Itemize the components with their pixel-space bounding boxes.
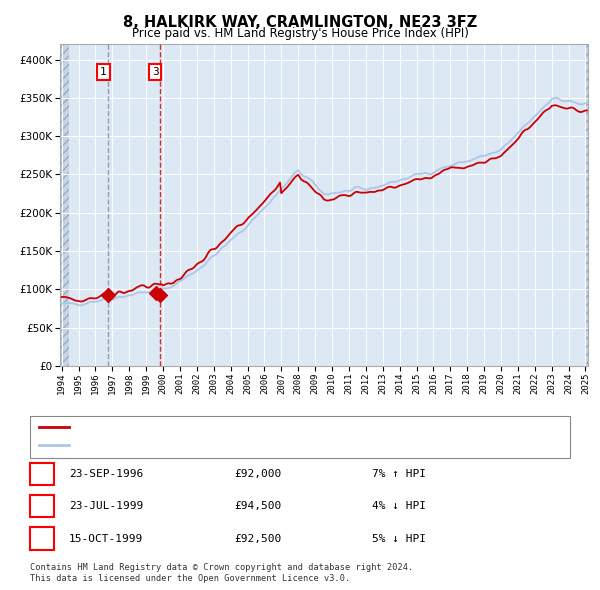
Text: 1: 1: [38, 469, 46, 478]
Text: HPI: Average price, detached house, Northumberland: HPI: Average price, detached house, Nort…: [75, 441, 388, 450]
Text: 23-JUL-1999: 23-JUL-1999: [69, 502, 143, 511]
Text: 3: 3: [152, 67, 158, 77]
Point: [155, 290, 164, 300]
Text: 5% ↓ HPI: 5% ↓ HPI: [372, 534, 426, 543]
Point: [103, 291, 112, 300]
Text: Contains HM Land Registry data © Crown copyright and database right 2024.: Contains HM Land Registry data © Crown c…: [30, 563, 413, 572]
Text: 2: 2: [38, 502, 46, 511]
Text: 15-OCT-1999: 15-OCT-1999: [69, 534, 143, 543]
Text: 1: 1: [100, 67, 107, 77]
Text: £94,500: £94,500: [234, 502, 281, 511]
Bar: [586, 44, 589, 366]
Text: 7% ↑ HPI: 7% ↑ HPI: [372, 469, 426, 478]
Point: [151, 289, 160, 298]
Text: 4% ↓ HPI: 4% ↓ HPI: [372, 502, 426, 511]
Text: 23-SEP-1996: 23-SEP-1996: [69, 469, 143, 478]
Text: 8, HALKIRK WAY, CRAMLINGTON, NE23 3FZ (detached house): 8, HALKIRK WAY, CRAMLINGTON, NE23 3FZ (d…: [75, 422, 413, 431]
Text: 3: 3: [38, 534, 46, 543]
Text: £92,000: £92,000: [234, 469, 281, 478]
Text: Price paid vs. HM Land Registry's House Price Index (HPI): Price paid vs. HM Land Registry's House …: [131, 27, 469, 40]
Text: £92,500: £92,500: [234, 534, 281, 543]
Text: 8, HALKIRK WAY, CRAMLINGTON, NE23 3FZ: 8, HALKIRK WAY, CRAMLINGTON, NE23 3FZ: [123, 15, 477, 30]
Bar: [60, 44, 69, 366]
Text: This data is licensed under the Open Government Licence v3.0.: This data is licensed under the Open Gov…: [30, 574, 350, 583]
